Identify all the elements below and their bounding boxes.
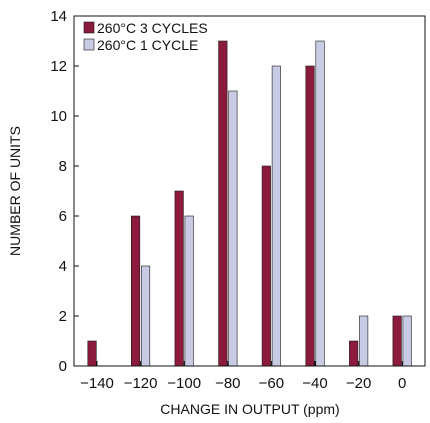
x-axis-title: CHANGE IN OUTPUT (ppm): [160, 401, 339, 417]
bar-1-cycle-7: [402, 315, 412, 367]
legend-swatch-0: [83, 21, 95, 34]
legend-swatch-1: [83, 38, 95, 51]
x-tick-label-7: 0: [398, 375, 406, 392]
x-tick-label-5: −40: [302, 375, 327, 392]
bar-1-cycle-2: [184, 215, 194, 367]
bar-1-cycle-1: [141, 265, 151, 367]
bars-layer: [87, 40, 412, 367]
bar-3-cycles-6: [349, 340, 359, 367]
y-tick-label-1: 2: [59, 308, 67, 325]
y-tick-label-6: 12: [50, 58, 67, 75]
bar-3-cycles-4: [261, 165, 271, 367]
bar-3-cycles-5: [305, 65, 315, 367]
bar-1-cycle-6: [359, 315, 369, 367]
x-tick-label-0: −140: [80, 375, 114, 392]
axes-layer: [73, 15, 426, 367]
bar-1-cycle-4: [271, 65, 281, 367]
y-tick-label-4: 8: [59, 158, 67, 175]
bar-1-cycle-3: [228, 90, 238, 367]
ticks-layer: 0 2 4 6 8 10 12 14 −140 −120 −100 −80 −60 −40 −20 0: [50, 8, 406, 392]
bar-3-cycles-2: [174, 190, 184, 367]
legend-label-0: 260°C 3 CYCLES: [97, 20, 208, 36]
x-tick-label-3: −80: [215, 375, 240, 392]
y-tick-label-5: 10: [50, 108, 67, 125]
x-tick-label-6: −20: [346, 375, 371, 392]
bar-3-cycles-3: [218, 40, 228, 367]
bar-3-cycles-7: [392, 315, 402, 367]
bar-3-cycles-1: [131, 215, 141, 367]
y-tick-label-3: 6: [59, 208, 67, 225]
x-tick-label-1: −120: [124, 375, 158, 392]
x-tick-label-4: −60: [259, 375, 284, 392]
plot-frame: [73, 15, 426, 367]
bar-1-cycle-5: [315, 40, 325, 367]
y-tick-label-0: 0: [59, 358, 67, 375]
x-tick-label-2: −100: [167, 375, 201, 392]
legend-label-1: 260°C 1 CYCLE: [97, 37, 198, 53]
bar-3-cycles-0: [87, 340, 97, 367]
y-tick-label-7: 14: [50, 8, 67, 25]
y-tick-label-2: 4: [59, 258, 67, 275]
y-axis-title: NUMBER OF UNITS: [7, 126, 23, 256]
